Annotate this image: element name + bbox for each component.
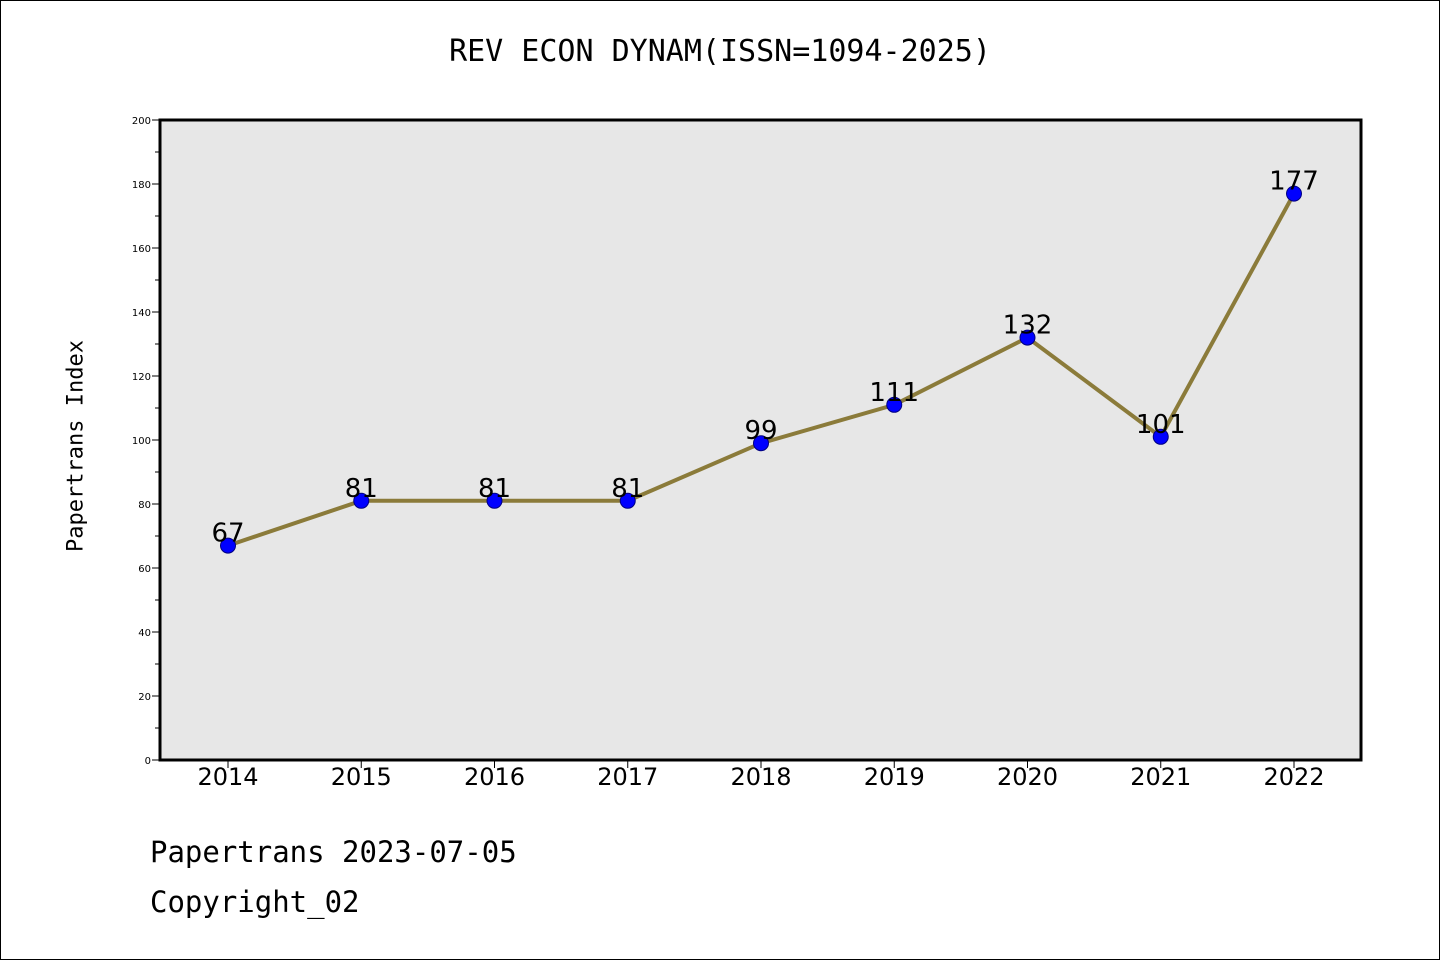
x-tick-label: 2021 — [1130, 763, 1191, 791]
data-labels: 67 81 81 81 99 111 132 101 177 — [211, 167, 1318, 549]
data-label: 111 — [869, 378, 919, 408]
data-point — [753, 435, 769, 452]
data-point — [619, 492, 636, 509]
data-label: 99 — [744, 416, 777, 446]
data-point — [886, 396, 903, 413]
data-label: 67 — [211, 519, 244, 549]
x-tick-label: 2015 — [331, 763, 392, 791]
x-tick-label: 2018 — [730, 763, 791, 791]
y-tick-label: 160 — [132, 244, 151, 255]
data-label: 132 — [1003, 311, 1053, 341]
data-point — [220, 537, 236, 554]
data-label: 177 — [1269, 167, 1319, 197]
y-tick-label: 60 — [138, 564, 151, 575]
data-point — [486, 492, 503, 509]
x-tick-label: 2014 — [197, 763, 258, 791]
data-point — [1019, 329, 1036, 346]
x-axis-ticks: 2014 2015 2016 2017 2018 2019 2020 2021 2022 — [197, 760, 1325, 791]
data-label: 101 — [1136, 410, 1186, 440]
y-tick-label: 200 — [132, 116, 151, 127]
x-tick-label: 2020 — [997, 763, 1058, 791]
x-tick-label: 2019 — [864, 763, 925, 791]
data-point — [353, 492, 370, 509]
footer-copyright: Copyright_02 — [150, 885, 360, 919]
data-point — [1152, 428, 1169, 445]
data-label: 81 — [611, 474, 644, 504]
y-tick-label: 0 — [145, 756, 151, 767]
data-label: 81 — [478, 474, 511, 504]
data-point — [1286, 185, 1302, 202]
chart-title: REV ECON DYNAM(ISSN=1094-2025) — [449, 34, 991, 69]
y-tick-label: 20 — [138, 692, 151, 703]
plot-border — [158, 118, 1363, 762]
y-axis-ticks: 0 20 40 60 80 100 120 140 160 180 200 — [132, 116, 160, 767]
y-tick-label: 140 — [132, 308, 151, 319]
x-tick-label: 2017 — [597, 763, 658, 791]
y-tick-label: 80 — [138, 500, 151, 511]
y-tick-label: 40 — [138, 628, 151, 639]
series-markers — [220, 185, 1302, 554]
x-tick-label: 2022 — [1263, 763, 1324, 791]
y-tick-label: 120 — [132, 372, 151, 383]
x-tick-label: 2016 — [464, 763, 525, 791]
y-tick-label: 100 — [132, 436, 151, 447]
footer-source-date: Papertrans 2023-07-05 — [150, 835, 517, 869]
y-tick-label: 180 — [132, 180, 151, 191]
data-label: 81 — [345, 474, 378, 504]
